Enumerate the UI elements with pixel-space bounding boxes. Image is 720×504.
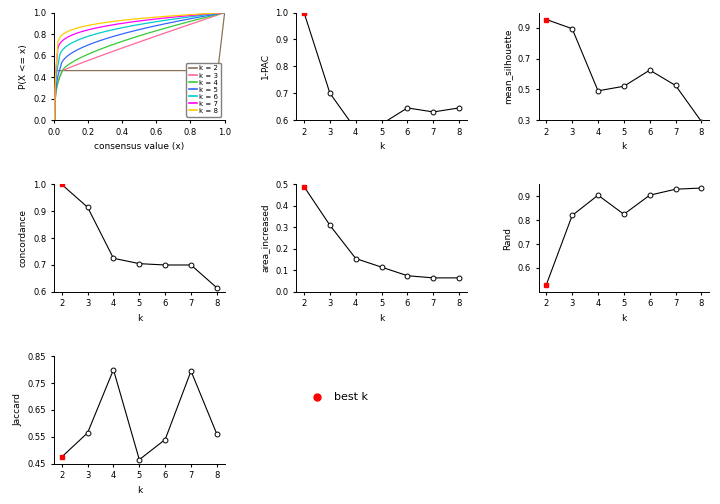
X-axis label: k: k — [379, 314, 384, 323]
X-axis label: k: k — [137, 486, 142, 495]
Y-axis label: 1-PAC: 1-PAC — [261, 53, 270, 79]
X-axis label: consensus value (x): consensus value (x) — [94, 142, 184, 151]
Legend: k = 2, k = 3, k = 4, k = 5, k = 6, k = 7, k = 8: k = 2, k = 3, k = 4, k = 5, k = 6, k = 7… — [186, 62, 221, 116]
Y-axis label: concordance: concordance — [19, 209, 27, 267]
Y-axis label: Jaccard: Jaccard — [13, 394, 22, 426]
Y-axis label: Rand: Rand — [503, 227, 512, 249]
Text: best k: best k — [334, 392, 368, 402]
Y-axis label: area_increased: area_increased — [261, 204, 270, 273]
X-axis label: k: k — [621, 314, 626, 323]
X-axis label: k: k — [137, 314, 142, 323]
X-axis label: k: k — [621, 142, 626, 151]
Y-axis label: P(X <= x): P(X <= x) — [19, 44, 27, 89]
X-axis label: k: k — [379, 142, 384, 151]
Y-axis label: mean_silhouette: mean_silhouette — [503, 29, 512, 104]
